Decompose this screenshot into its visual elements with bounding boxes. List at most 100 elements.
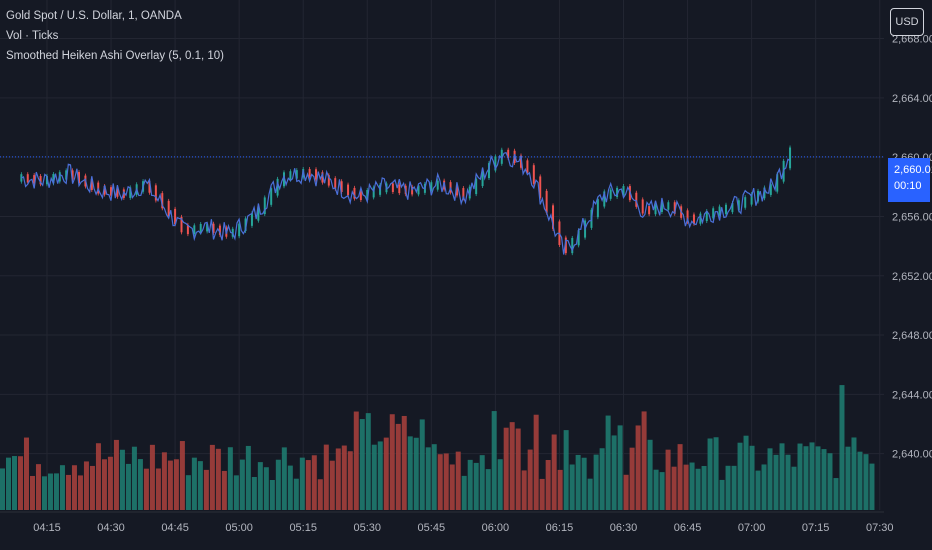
volume-bar (515, 428, 521, 510)
time-tick-label: 07:15 (802, 522, 830, 534)
volume-bar (821, 449, 827, 510)
candle-body (167, 200, 170, 217)
candle-body (718, 206, 721, 216)
volume-bar (539, 478, 545, 510)
volume-bar (593, 454, 599, 510)
candle-body (52, 174, 55, 184)
volume-bar (563, 430, 569, 510)
candle-body (193, 225, 196, 235)
candle-body (609, 189, 612, 199)
volume-bar (815, 446, 821, 510)
candle-body (481, 170, 484, 187)
volume-bar (371, 444, 377, 510)
candle-body (174, 208, 177, 225)
volume-bar (791, 466, 797, 510)
volume-bar (773, 454, 779, 510)
volume-bar (665, 449, 671, 510)
volume-bar (497, 459, 503, 510)
last-price-label: 2,660.015 00:10 (888, 158, 932, 202)
volume-bar (275, 459, 281, 510)
candle-body (90, 179, 93, 190)
indicator-legend[interactable]: Smoothed Heiken Ashi Overlay (5, 0.1, 10… (6, 50, 224, 62)
volume-bar (389, 414, 395, 510)
volume-bar (155, 468, 161, 510)
volume-bar (161, 452, 167, 510)
volume-bar (617, 425, 623, 510)
volume-bar (143, 468, 149, 510)
volume-bar (725, 465, 731, 510)
volume-bar (623, 474, 629, 510)
volume-bar (383, 437, 389, 510)
candle-body (257, 206, 260, 221)
volume-bar (611, 435, 617, 510)
volume-bar (395, 423, 401, 510)
volume-bar (599, 448, 605, 510)
candle-body (154, 185, 157, 201)
volume-bar (437, 454, 443, 510)
time-tick-label: 05:15 (289, 522, 317, 534)
volume-bar (287, 465, 293, 510)
candle-body (411, 186, 414, 195)
candle-body (430, 182, 433, 192)
volume-bar (11, 456, 17, 510)
volume-bar (29, 475, 35, 510)
time-axis[interactable]: 04:15 04:30 04:45 05:00 05:15 05:30 05:45 06:00… (0, 511, 932, 550)
price-tick-label: 2,656.000 (892, 211, 932, 223)
volume-legend[interactable]: Vol · Ticks (6, 30, 59, 42)
volume-bar (257, 462, 263, 510)
volume-bar (245, 445, 251, 510)
volume-bar (221, 470, 227, 510)
price-axis[interactable]: 2,668.0002,664.0002,660.0002,656.0002,65… (884, 0, 932, 550)
volume-bar (71, 465, 77, 510)
volume-bar (731, 465, 737, 510)
symbol-title[interactable]: Gold Spot / U.S. Dollar, 1, OANDA (6, 10, 182, 22)
volume-bar (299, 457, 305, 510)
candle-body (116, 188, 119, 197)
candle-body (494, 156, 497, 171)
volume-bar (227, 447, 233, 510)
volume-bar (713, 437, 719, 510)
volume-bar (149, 444, 155, 510)
candle-body (71, 170, 74, 180)
time-tick-label: 07:30 (866, 522, 894, 534)
volume-bar (365, 413, 371, 510)
volume-bar (239, 459, 245, 510)
candle-body (263, 197, 266, 215)
volume-bar (425, 447, 431, 510)
candle-body (186, 224, 189, 235)
candle-body (334, 178, 337, 189)
volume-bar (107, 456, 113, 510)
candle-body (673, 202, 676, 214)
time-tick-label: 06:45 (674, 522, 702, 534)
price-tick-label: 2,652.000 (892, 271, 932, 283)
candle-body (199, 224, 202, 233)
candle-body (238, 223, 241, 237)
candle-body (359, 191, 362, 201)
volume-bar (197, 461, 203, 510)
candle-body (276, 178, 279, 196)
candle-body (372, 187, 375, 198)
price-tick-label: 2,664.000 (892, 93, 932, 105)
volume-bar (17, 456, 23, 510)
volume-bar (5, 457, 11, 510)
candle-body (596, 199, 599, 218)
volume-bar (605, 415, 611, 510)
candle-body (110, 187, 113, 196)
volume-bar (305, 460, 311, 510)
volume-bar (59, 465, 65, 510)
volume-bar (191, 457, 197, 510)
volume-bar (443, 453, 449, 510)
candle-body (487, 163, 490, 179)
currency-button[interactable]: USD (890, 8, 924, 36)
volume-bar (293, 478, 299, 510)
candle-body (552, 205, 555, 229)
volume-bar (215, 448, 221, 510)
volume-bar (341, 445, 347, 510)
heiken-ashi-candles (20, 145, 792, 256)
volume-bar (521, 470, 527, 510)
candle-body (603, 191, 606, 207)
volume-bar (491, 411, 497, 510)
volume-bar (329, 460, 335, 510)
